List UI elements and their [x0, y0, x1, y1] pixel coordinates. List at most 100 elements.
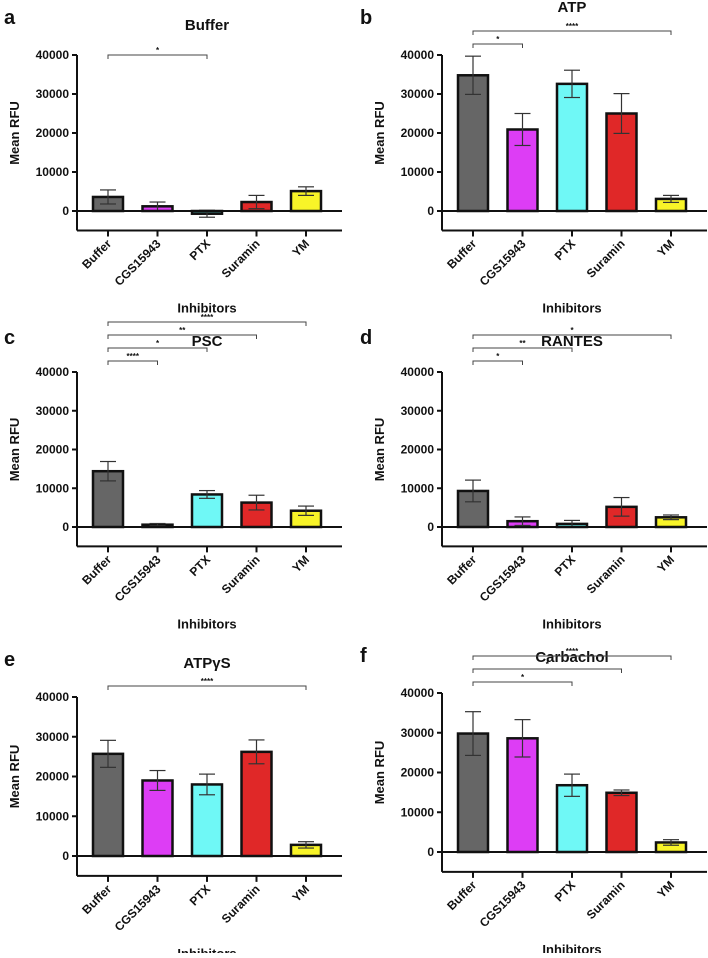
significance-bracket — [107, 321, 307, 326]
significance-label: **** — [201, 313, 214, 322]
bar-cgs15943 — [141, 779, 174, 858]
x-tick-label: YM — [654, 878, 677, 901]
panel-letter: e — [4, 649, 15, 671]
x-tick-label: YM — [289, 553, 312, 576]
bar-ptx — [190, 493, 224, 529]
panel-letter: c — [4, 327, 15, 349]
significance-label: * — [546, 660, 550, 669]
y-tick-label: 40000 — [36, 48, 70, 62]
bar-suramin — [240, 750, 273, 858]
panel-letter: f — [360, 645, 367, 667]
bar-ptx — [555, 82, 589, 213]
y-tick-label: 10000 — [401, 165, 435, 179]
y-tick-label: 40000 — [36, 690, 70, 704]
significance-bracket — [472, 655, 672, 660]
significance-bracket — [472, 334, 672, 339]
significance-label: * — [156, 46, 160, 55]
y-tick-label: 10000 — [401, 805, 435, 819]
panel-letter: b — [360, 7, 372, 29]
y-tick-label: 30000 — [401, 404, 435, 418]
x-tick-label: CGS15943 — [477, 878, 529, 930]
chart-title: ATPγS — [183, 655, 230, 672]
significance-label: **** — [201, 677, 214, 686]
panel-d: d RANTES Mean RFU 0 10000 20000 30000 40000 Buff… — [360, 326, 707, 631]
y-axis-label: Mean RFU — [7, 745, 22, 809]
panel-a: a Buffer Mean RFU 0 10000 20000 30000 40000 Buff… — [4, 7, 342, 316]
y-tick-label: 0 — [427, 520, 434, 534]
x-tick-label: Buffer — [79, 882, 114, 917]
y-tick-label: 20000 — [36, 770, 70, 784]
y-axis-label: Mean RFU — [372, 101, 387, 165]
x-tick-label: PTX — [552, 878, 578, 904]
significance-bracket — [472, 347, 573, 352]
x-axis-label: Inhibitors — [542, 301, 601, 316]
panel-c: c PSC Mean RFU 0 10000 20000 30000 40000 BufferC… — [4, 313, 342, 631]
chart-title: Carbachol — [535, 649, 608, 666]
y-tick-label: 0 — [62, 520, 69, 534]
y-tick-label: 40000 — [36, 365, 70, 379]
x-tick-label: PTX — [187, 882, 213, 908]
x-axis-label: Inhibitors — [542, 616, 601, 631]
x-tick-label: Suramin — [584, 237, 628, 281]
x-tick-label: Buffer — [79, 552, 114, 587]
significance-bracket — [472, 360, 523, 365]
x-tick-label: PTX — [187, 237, 213, 263]
significance-label: * — [496, 35, 500, 44]
y-tick-label: 30000 — [36, 404, 70, 418]
significance-label: * — [156, 339, 160, 348]
chart-title: RANTES — [541, 333, 603, 350]
x-axis-label: Inhibitors — [542, 942, 601, 953]
y-tick-label: 20000 — [401, 126, 435, 140]
y-tick-label: 10000 — [36, 481, 70, 495]
significance-label: * — [496, 352, 500, 361]
y-axis-label: Mean RFU — [372, 741, 387, 805]
x-tick-label: CGS15943 — [112, 882, 164, 934]
x-tick-label: Buffer — [79, 236, 114, 271]
y-tick-label: 40000 — [401, 686, 435, 700]
panel-letter: a — [4, 7, 16, 29]
panel-b: b ATP Mean RFU 0 10000 20000 30000 40000 BufferC… — [360, 0, 707, 316]
x-tick-label: YM — [654, 237, 677, 260]
x-tick-label: Buffer — [444, 878, 479, 913]
x-tick-label: CGS15943 — [477, 236, 529, 288]
chart-title: Buffer — [185, 17, 229, 34]
y-tick-label: 0 — [427, 204, 434, 218]
significance-bracket — [107, 334, 257, 339]
y-axis-label: Mean RFU — [372, 418, 387, 482]
y-tick-label: 10000 — [36, 165, 70, 179]
significance-bracket — [472, 43, 523, 48]
significance-label: ** — [179, 326, 186, 335]
significance-label: **** — [566, 22, 579, 31]
x-tick-label: Suramin — [584, 878, 628, 922]
y-tick-label: 30000 — [36, 730, 70, 744]
x-tick-label: PTX — [552, 237, 578, 263]
y-tick-label: 0 — [62, 204, 69, 218]
x-tick-label: PTX — [187, 553, 213, 579]
significance-label: **** — [127, 352, 140, 361]
y-tick-label: 10000 — [36, 809, 70, 823]
y-tick-label: 20000 — [36, 126, 70, 140]
x-tick-label: YM — [289, 882, 312, 905]
significance-label: ** — [519, 339, 526, 348]
x-tick-label: Buffer — [444, 236, 479, 271]
x-tick-label: YM — [289, 237, 312, 260]
y-tick-label: 10000 — [401, 481, 435, 495]
y-tick-label: 0 — [427, 845, 434, 859]
x-tick-label: Suramin — [219, 237, 263, 281]
x-tick-label: CGS15943 — [112, 552, 164, 604]
panel-e: e ATPγS Mean RFU 0 10000 20000 30000 40000 Buffe… — [4, 649, 342, 958]
panel-f: f Carbachol Mean RFU 0 10000 20000 30000 40000 B… — [360, 645, 707, 957]
significance-bracket — [472, 668, 622, 673]
x-tick-label: Buffer — [444, 552, 479, 587]
significance-bracket — [107, 347, 208, 352]
panel-letter: d — [360, 327, 372, 349]
significance-label: * — [570, 326, 574, 335]
x-tick-label: CGS15943 — [112, 236, 164, 288]
y-axis-label: Mean RFU — [7, 418, 22, 482]
y-axis-label: Mean RFU — [7, 101, 22, 165]
significance-label: **** — [566, 647, 579, 656]
bar-buffer — [456, 74, 490, 213]
x-tick-label: PTX — [552, 553, 578, 579]
x-axis-label: Inhibitors — [177, 946, 236, 953]
